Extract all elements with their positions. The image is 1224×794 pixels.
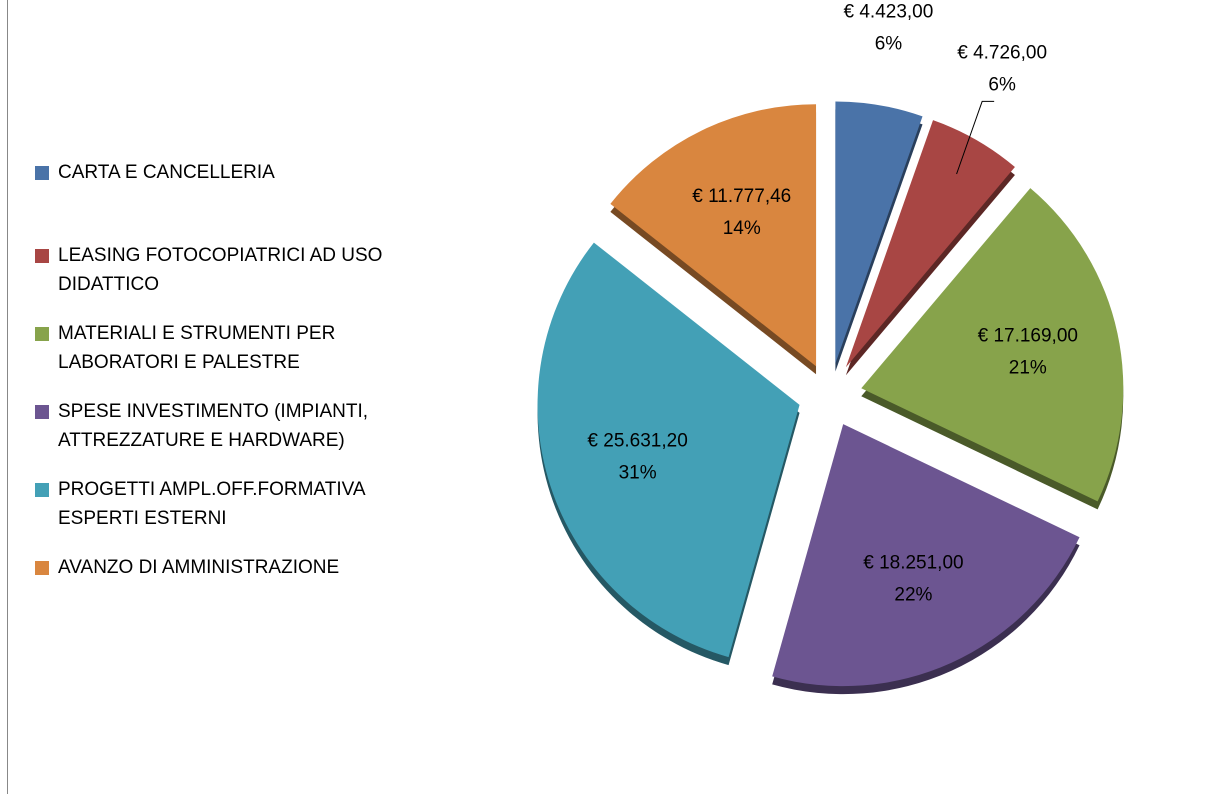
slice bbox=[861, 188, 1124, 502]
legend-swatch bbox=[35, 483, 49, 497]
legend-label: CARTA E CANCELLERIA bbox=[58, 162, 275, 183]
slice bbox=[845, 120, 1015, 368]
data-label: € 25.631,20 bbox=[587, 431, 687, 452]
slice bbox=[835, 101, 923, 364]
slice bbox=[772, 424, 1080, 687]
legend-label: SPESE INVESTIMENTO (IMPIANTI, ATTREZZATU… bbox=[58, 401, 369, 451]
legend: CARTA E CANCELLERIA LEASING FOTOCOPIATRIC… bbox=[35, 158, 420, 602]
data-label: € 4.726,00 bbox=[957, 42, 1047, 63]
frame-line bbox=[7, 0, 8, 794]
leader-line bbox=[956, 100, 995, 175]
legend-label: LEASING FOTOCOPIATRICI AD USO DIDATTICO bbox=[58, 245, 383, 295]
percent-label: 6% bbox=[875, 34, 903, 55]
data-label: € 17.169,00 bbox=[978, 326, 1078, 347]
percent-label: 22% bbox=[894, 584, 932, 605]
legend-swatch bbox=[35, 327, 49, 341]
data-label: € 11.777,46 bbox=[692, 186, 791, 207]
legend-item: AVANZO DI AMMINISTRAZIONE bbox=[35, 553, 420, 582]
legend-swatch bbox=[35, 405, 49, 419]
data-label: € 4.423,00 bbox=[844, 2, 934, 23]
slice bbox=[610, 104, 817, 367]
legend-label: MATERIALI E STRUMENTI PER LABORATORI E P… bbox=[58, 323, 336, 373]
legend-item: PROGETTI AMPL.OFF.FORMATIVA ESPERTI ESTE… bbox=[35, 475, 420, 533]
percent-label: 6% bbox=[988, 74, 1016, 95]
legend-swatch bbox=[35, 561, 49, 575]
legend-label: PROGETTI AMPL.OFF.FORMATIVA ESPERTI ESTE… bbox=[58, 479, 365, 529]
legend-swatch bbox=[35, 249, 49, 263]
percent-label: 14% bbox=[723, 218, 761, 239]
percent-label: 31% bbox=[619, 463, 657, 484]
data-label: € 18.251,00 bbox=[863, 552, 963, 573]
legend-item: MATERIALI E STRUMENTI PER LABORATORI E P… bbox=[35, 319, 420, 377]
legend-label: AVANZO DI AMMINISTRAZIONE bbox=[58, 557, 340, 578]
legend-item: SPESE INVESTIMENTO (IMPIANTI, ATTREZZATU… bbox=[35, 397, 420, 455]
slice bbox=[537, 242, 800, 658]
legend-item: LEASING FOTOCOPIATRICI AD USO DIDATTICO bbox=[35, 241, 420, 299]
percent-label: 21% bbox=[1009, 358, 1047, 379]
legend-swatch bbox=[35, 166, 49, 180]
legend-item: CARTA E CANCELLERIA bbox=[35, 158, 420, 187]
